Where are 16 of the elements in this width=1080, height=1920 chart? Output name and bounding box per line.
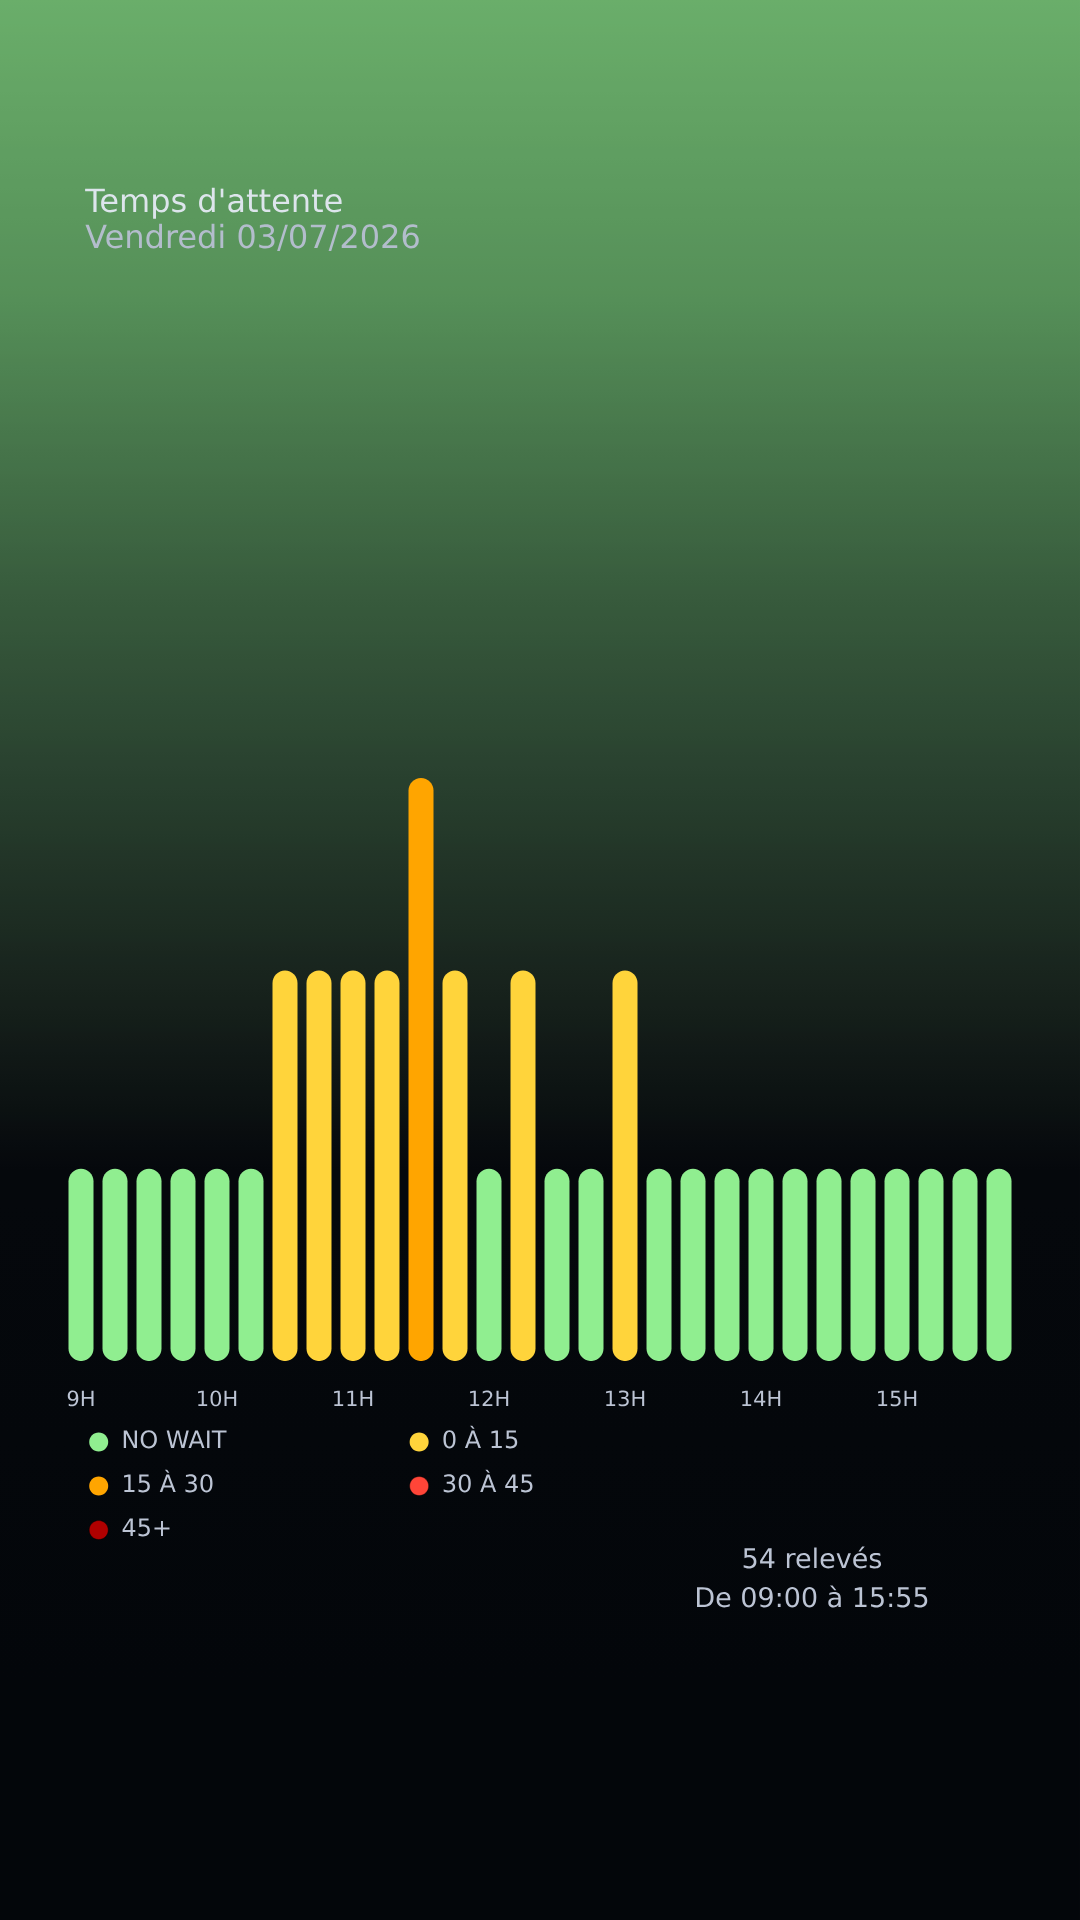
x-tick-label: 15H: [878, 1390, 917, 1407]
chart-subtitle: Vendredi 03/07/2026: [85, 223, 419, 251]
x-tick-label: 13H: [606, 1390, 645, 1407]
legend-label: NO WAIT: [123, 1430, 227, 1449]
x-tick-label: 11H: [334, 1390, 373, 1407]
legend-label: 30 À 45: [443, 1469, 533, 1493]
legend-label: 0 À 15: [443, 1425, 518, 1449]
x-tick-label: 12H: [470, 1390, 509, 1407]
text: 54 relevés: [743, 1546, 882, 1569]
chart-title: Temps d'attente: [85, 187, 342, 219]
text: De 09:00 à 15:55: [697, 1585, 928, 1608]
legend-label: 45+: [122, 1518, 170, 1537]
x-tick-label: 9H: [67, 1390, 94, 1407]
x-tick-label: 14H: [742, 1390, 781, 1407]
x-tick-label: 10H: [198, 1390, 237, 1407]
legend-label: 15 À 30: [124, 1469, 213, 1493]
